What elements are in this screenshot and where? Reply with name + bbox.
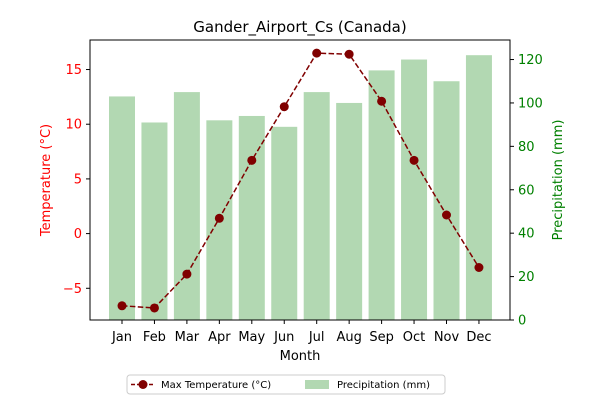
x-tick-label: Feb xyxy=(143,330,166,345)
temperature-series-line xyxy=(121,52,480,309)
right-tick-label: 80 xyxy=(518,140,535,155)
chart-title: Gander_Airport_Cs (Canada) xyxy=(193,18,406,37)
x-tick-label: Apr xyxy=(208,330,231,345)
temperature-point-jun xyxy=(279,102,289,112)
right-tick-label: 60 xyxy=(518,183,535,198)
precipitation-bar-jun xyxy=(271,126,298,320)
temperature-point-feb xyxy=(149,303,159,313)
right-tick-label: 0 xyxy=(518,314,526,329)
temperature-point-sep xyxy=(377,96,387,106)
temperature-point-jul xyxy=(312,48,322,58)
temperature-point-jan xyxy=(117,301,127,311)
temperature-point-may xyxy=(247,155,257,165)
precipitation-bar-may xyxy=(238,115,265,320)
temperature-point-mar xyxy=(182,269,192,279)
left-tick-label: 0 xyxy=(74,227,82,242)
precipitation-bar-oct xyxy=(401,59,428,321)
x-axis-label: Month xyxy=(280,349,321,364)
x-tick-label: Jul xyxy=(308,330,325,345)
legend-precipitation-label: Precipitation (mm) xyxy=(337,380,430,391)
left-tick-label: −5 xyxy=(63,282,82,297)
precipitation-bar-jul xyxy=(303,92,330,321)
right-axis-ticks: 0 20 40 60 80 100 120 xyxy=(510,53,543,329)
right-tick-label: 40 xyxy=(518,227,535,242)
x-tick-label: Dec xyxy=(466,330,491,345)
left-tick-label: 10 xyxy=(65,118,82,133)
x-tick-label: Nov xyxy=(434,330,460,345)
legend-temperature-label: Max Temperature (°C) xyxy=(161,380,271,391)
temperature-point-apr xyxy=(214,213,224,223)
x-tick-label: Aug xyxy=(336,330,361,345)
precipitation-bar-aug xyxy=(336,102,363,320)
precipitation-bar-feb xyxy=(141,122,168,320)
precipitation-bar-sep xyxy=(368,70,395,320)
legend-precipitation-swatch-icon xyxy=(305,380,329,389)
legend-box xyxy=(126,374,446,395)
temperature-point-oct xyxy=(409,155,419,165)
x-tick-label: Jun xyxy=(273,330,294,345)
x-tick-label: Oct xyxy=(403,330,425,345)
left-tick-label: 15 xyxy=(65,63,82,78)
x-tick-label: Mar xyxy=(175,330,200,345)
temperature-line xyxy=(117,48,484,313)
left-tick-label: 5 xyxy=(74,172,82,187)
x-tick-label: Jan xyxy=(111,330,132,345)
legend: Max Temperature (°C) Precipitation (mm) xyxy=(126,374,446,395)
precipitation-bar-dec xyxy=(465,55,492,321)
precipitation-bars xyxy=(109,55,492,321)
x-tick-label: May xyxy=(238,330,265,345)
x-tick-label: Sep xyxy=(369,330,394,345)
temperature-point-nov xyxy=(442,210,451,220)
temperature-point-dec xyxy=(474,263,484,272)
right-axis-label: Precipitation (mm) xyxy=(551,120,566,241)
plot-frame xyxy=(89,39,511,321)
left-axis-ticks: −5 0 5 10 15 xyxy=(63,63,90,297)
x-axis-ticks: Jan Feb Mar Apr May Jun Jul Aug Sep Oct Nov Dec xyxy=(111,320,492,345)
temperature-point-aug xyxy=(344,49,354,59)
right-tick-label: 20 xyxy=(518,270,535,285)
right-tick-label: 120 xyxy=(518,53,543,68)
legend-temperature-marker-icon xyxy=(138,380,148,389)
right-tick-label: 100 xyxy=(518,96,543,111)
precipitation-bar-jan xyxy=(109,96,135,320)
precipitation-bar-mar xyxy=(173,92,200,321)
left-axis-label: Temperature (°C) xyxy=(39,124,54,237)
